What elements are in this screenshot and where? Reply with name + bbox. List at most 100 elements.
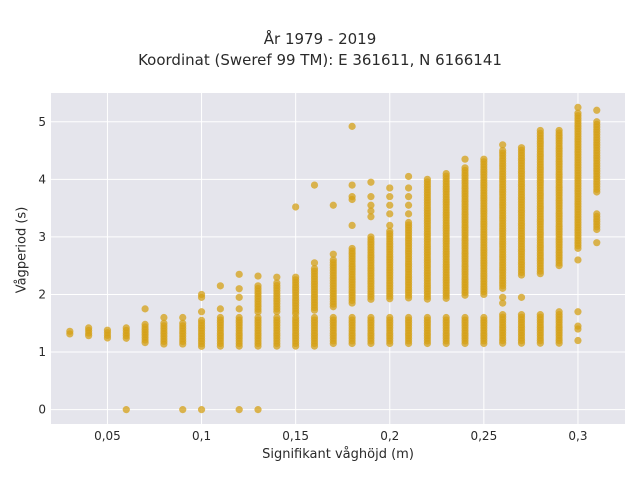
data-point [574, 103, 582, 111]
data-point [348, 193, 356, 201]
data-point [292, 342, 300, 350]
data-points [66, 103, 601, 414]
data-point [179, 340, 187, 348]
data-point [122, 406, 130, 414]
data-point [160, 313, 168, 322]
data-point [499, 293, 507, 301]
data-point [386, 339, 394, 348]
y-tick-label: 5 [38, 115, 46, 129]
data-point [574, 322, 582, 330]
data-point [536, 270, 544, 278]
y-tick-label: 1 [38, 345, 46, 359]
data-point [480, 339, 488, 348]
data-point [141, 305, 149, 313]
data-point [197, 308, 206, 316]
data-point [517, 293, 526, 301]
plot-background [51, 93, 625, 424]
data-point [235, 270, 243, 278]
data-point [273, 307, 281, 316]
y-tick-label: 4 [38, 172, 46, 186]
data-point [386, 193, 394, 201]
data-point [310, 259, 319, 267]
data-point [197, 290, 206, 299]
data-point [292, 203, 300, 211]
data-point [367, 193, 375, 201]
data-point [348, 181, 356, 189]
data-point [574, 256, 582, 264]
data-point [499, 284, 507, 292]
data-point [122, 334, 130, 342]
data-point [85, 332, 93, 340]
data-point [386, 201, 394, 209]
data-point [404, 184, 413, 192]
chart-title: År 1979 - 2019 [263, 30, 377, 48]
data-point [367, 295, 375, 303]
data-point [555, 339, 563, 347]
data-point [461, 339, 469, 348]
data-point [235, 285, 243, 293]
data-point [235, 342, 243, 350]
data-point [404, 193, 413, 201]
data-point [461, 291, 469, 299]
data-point [555, 308, 563, 316]
data-point [254, 342, 262, 350]
data-point [593, 225, 601, 234]
data-point [273, 342, 281, 350]
data-point [367, 213, 375, 221]
x-axis-label: Signifikant våghöjd (m) [262, 447, 414, 462]
data-point [574, 244, 582, 252]
x-tick-label: 0,1 [192, 429, 211, 443]
data-point [555, 262, 563, 270]
x-tick-label: 0,15 [282, 429, 309, 443]
data-point [235, 293, 243, 301]
data-point [423, 201, 431, 209]
data-point [179, 313, 187, 322]
y-tick-label: 2 [38, 287, 46, 301]
data-point [216, 282, 224, 290]
data-point [103, 334, 112, 342]
data-point [574, 336, 582, 345]
data-point [160, 340, 168, 348]
data-point [517, 339, 526, 347]
data-point [329, 250, 337, 258]
data-point [499, 141, 507, 149]
data-point [404, 339, 413, 348]
data-point [348, 299, 356, 307]
y-axis-label: Vågperiod (s) [14, 206, 30, 294]
data-point [179, 406, 187, 414]
data-point [310, 342, 319, 350]
data-point [310, 181, 319, 189]
data-point [216, 305, 224, 313]
data-point [423, 295, 431, 303]
data-point [386, 210, 394, 218]
data-point [536, 339, 544, 347]
data-point [310, 306, 319, 314]
data-point [329, 201, 337, 209]
data-point [574, 308, 582, 316]
data-point [254, 308, 262, 316]
data-point [292, 310, 300, 318]
data-point [461, 155, 469, 163]
gridlines [51, 93, 625, 424]
data-point [367, 201, 375, 209]
data-point [254, 406, 262, 414]
data-point [499, 299, 507, 307]
data-point [197, 342, 206, 350]
x-tick-label: 0,2 [380, 429, 399, 443]
x-tick-label: 0,25 [470, 429, 497, 443]
data-point [480, 290, 488, 298]
data-point [254, 272, 262, 280]
chart-subtitle: Koordinat (Sweref 99 TM): E 361611, N 61… [138, 51, 502, 69]
data-point [593, 106, 601, 114]
data-point [404, 210, 413, 218]
data-point [367, 339, 375, 348]
data-point [235, 305, 243, 313]
data-point [348, 122, 356, 130]
data-point [348, 221, 356, 229]
data-point [197, 406, 206, 414]
y-tick-label: 0 [38, 403, 46, 417]
data-point [386, 184, 394, 192]
data-point [386, 221, 394, 229]
